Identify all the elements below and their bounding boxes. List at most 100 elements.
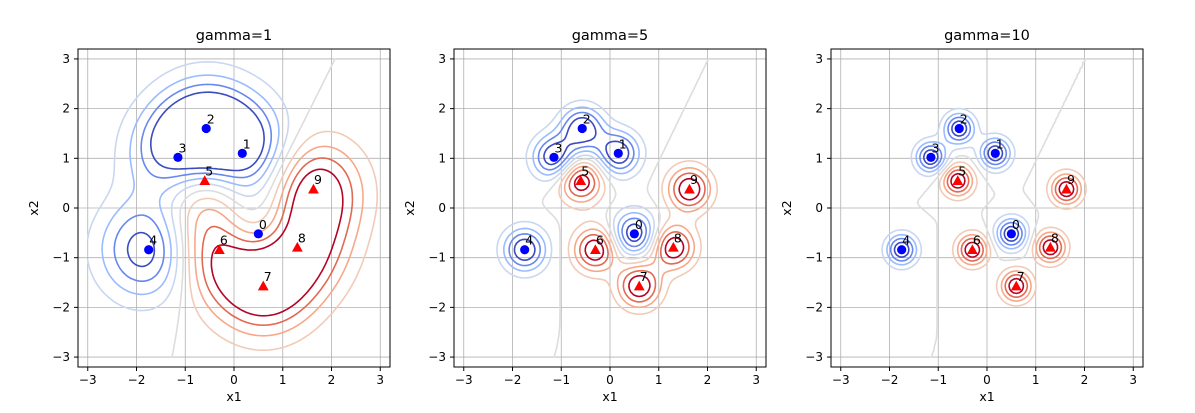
point-label-6: 6	[596, 233, 604, 248]
contour-level-3	[87, 61, 290, 312]
contours	[881, 58, 1087, 358]
contour-level-4	[916, 58, 1087, 358]
contour-level-2	[886, 112, 1027, 266]
x-axis-label: x1	[602, 389, 617, 404]
contour-level-5	[186, 130, 378, 351]
contour-level-8	[210, 168, 344, 317]
x-tick-label: 0	[230, 373, 238, 387]
x-tick-label: 2	[704, 373, 712, 387]
y-tick-label: 0	[815, 201, 823, 215]
subplot-2: −3 −3 −2 −2 −1 −1 0 0 1 1 2 2 3 3 gamma=5 x1 x2 0 1 2 3 4 5 6 7 8…	[402, 28, 767, 404]
contour-level-7	[568, 169, 706, 303]
contour-level-4	[171, 58, 336, 358]
point-circle-4	[520, 245, 530, 255]
x-tick-label: −2	[504, 373, 522, 387]
contour-level-6	[563, 165, 712, 309]
x-tick-label: 2	[1081, 373, 1089, 387]
y-tick-label: −1	[805, 251, 823, 265]
point-triangle-8	[667, 241, 679, 252]
x-tick-label: 0	[606, 373, 614, 387]
contour-level-3	[496, 99, 655, 279]
x-tick-label: 3	[1129, 373, 1137, 387]
point-label-0: 0	[635, 217, 643, 232]
point-triangle-7	[1010, 280, 1022, 291]
y-tick-label: −2	[428, 300, 446, 314]
point-label-3: 3	[931, 140, 939, 155]
y-tick-label: 3	[62, 52, 70, 66]
contour-level-3	[881, 107, 1031, 271]
point-triangle-8	[291, 241, 303, 252]
point-triangle-6	[589, 244, 601, 255]
contour-level-5	[938, 161, 1087, 307]
contour-level-8	[950, 172, 1075, 295]
contour-level-0	[513, 116, 643, 261]
contour-level-4	[541, 58, 710, 358]
y-tick-label: 3	[815, 52, 823, 66]
point-label-2: 2	[583, 112, 591, 127]
x-tick-label: −3	[79, 373, 97, 387]
y-tick-label: −2	[52, 300, 70, 314]
chart-title: gamma=1	[196, 28, 273, 44]
contour-level-6	[943, 165, 1083, 302]
y-tick-label: −3	[52, 350, 70, 364]
grid	[454, 49, 766, 367]
point-label-9: 9	[314, 172, 322, 187]
point-circle-0	[629, 229, 639, 239]
x-tick-label: 0	[983, 373, 991, 387]
contours	[87, 58, 378, 358]
contour-level-5	[558, 160, 718, 315]
subplot-3: −3 −3 −2 −2 −1 −1 0 0 1 1 2 2 3 3 gamma=10 x1 x2 0 1 2 3 4 5 6 7…	[779, 28, 1144, 404]
point-label-3: 3	[178, 140, 186, 155]
x-tick-label: −1	[552, 373, 570, 387]
x-axis-label: x1	[226, 389, 241, 404]
points: 0 1 2 3 4 5 6 7 8 9	[897, 112, 1075, 291]
chart-title: gamma=10	[944, 28, 1030, 44]
point-label-3: 3	[554, 140, 562, 155]
contour-level-6	[194, 145, 364, 337]
point-triangle-8	[1044, 241, 1056, 252]
y-tick-label: 2	[62, 102, 70, 116]
x-tick-label: −1	[176, 373, 194, 387]
y-axis-label: x2	[779, 200, 794, 215]
y-tick-label: 3	[438, 52, 446, 66]
x-tick-label: 1	[279, 373, 287, 387]
y-tick-label: 1	[62, 151, 70, 165]
y-tick-label: 2	[438, 102, 446, 116]
point-label-5: 5	[205, 164, 213, 179]
point-label-8: 8	[1051, 230, 1059, 245]
point-label-7: 7	[264, 269, 272, 284]
y-tick-label: 0	[438, 201, 446, 215]
x-tick-label: −2	[881, 373, 899, 387]
y-tick-label: 1	[815, 151, 823, 165]
point-label-5: 5	[958, 164, 966, 179]
point-label-4: 4	[902, 233, 910, 248]
point-triangle-5	[575, 175, 587, 185]
point-circle-2	[201, 123, 211, 134]
y-tick-label: −3	[428, 350, 446, 364]
point-label-2: 2	[207, 112, 215, 127]
point-label-0: 0	[259, 217, 267, 232]
point-triangle-9	[684, 183, 695, 194]
x-tick-label: 2	[328, 373, 336, 387]
point-circle-3	[549, 152, 559, 162]
points: 0 1 2 3 4 5 6 7 8 9	[144, 112, 322, 291]
point-label-1: 1	[996, 136, 1004, 151]
x-tick-label: 1	[1032, 373, 1040, 387]
contour-level-2	[503, 106, 651, 272]
contour-level-1	[889, 116, 1023, 262]
subplot-1: −3 −3 −2 −2 −1 −1 0 0 1 1 2 2 3 3 gamma=1 x1 x2 0 1 2 3 4 5 6 7 8…	[26, 28, 391, 404]
point-circle-2	[954, 123, 964, 134]
point-label-9: 9	[690, 172, 698, 187]
x-tick-label: −2	[128, 373, 146, 387]
point-circle-1	[613, 148, 623, 158]
contour-level-1	[508, 111, 647, 267]
point-label-1: 1	[619, 136, 627, 151]
point-circle-4	[144, 245, 154, 255]
point-triangle-7	[257, 280, 269, 291]
point-label-4: 4	[525, 233, 533, 248]
point-circle-1	[990, 148, 1000, 158]
point-circle-4	[897, 245, 907, 255]
point-triangle-6	[213, 244, 225, 255]
point-label-9: 9	[1067, 172, 1075, 187]
